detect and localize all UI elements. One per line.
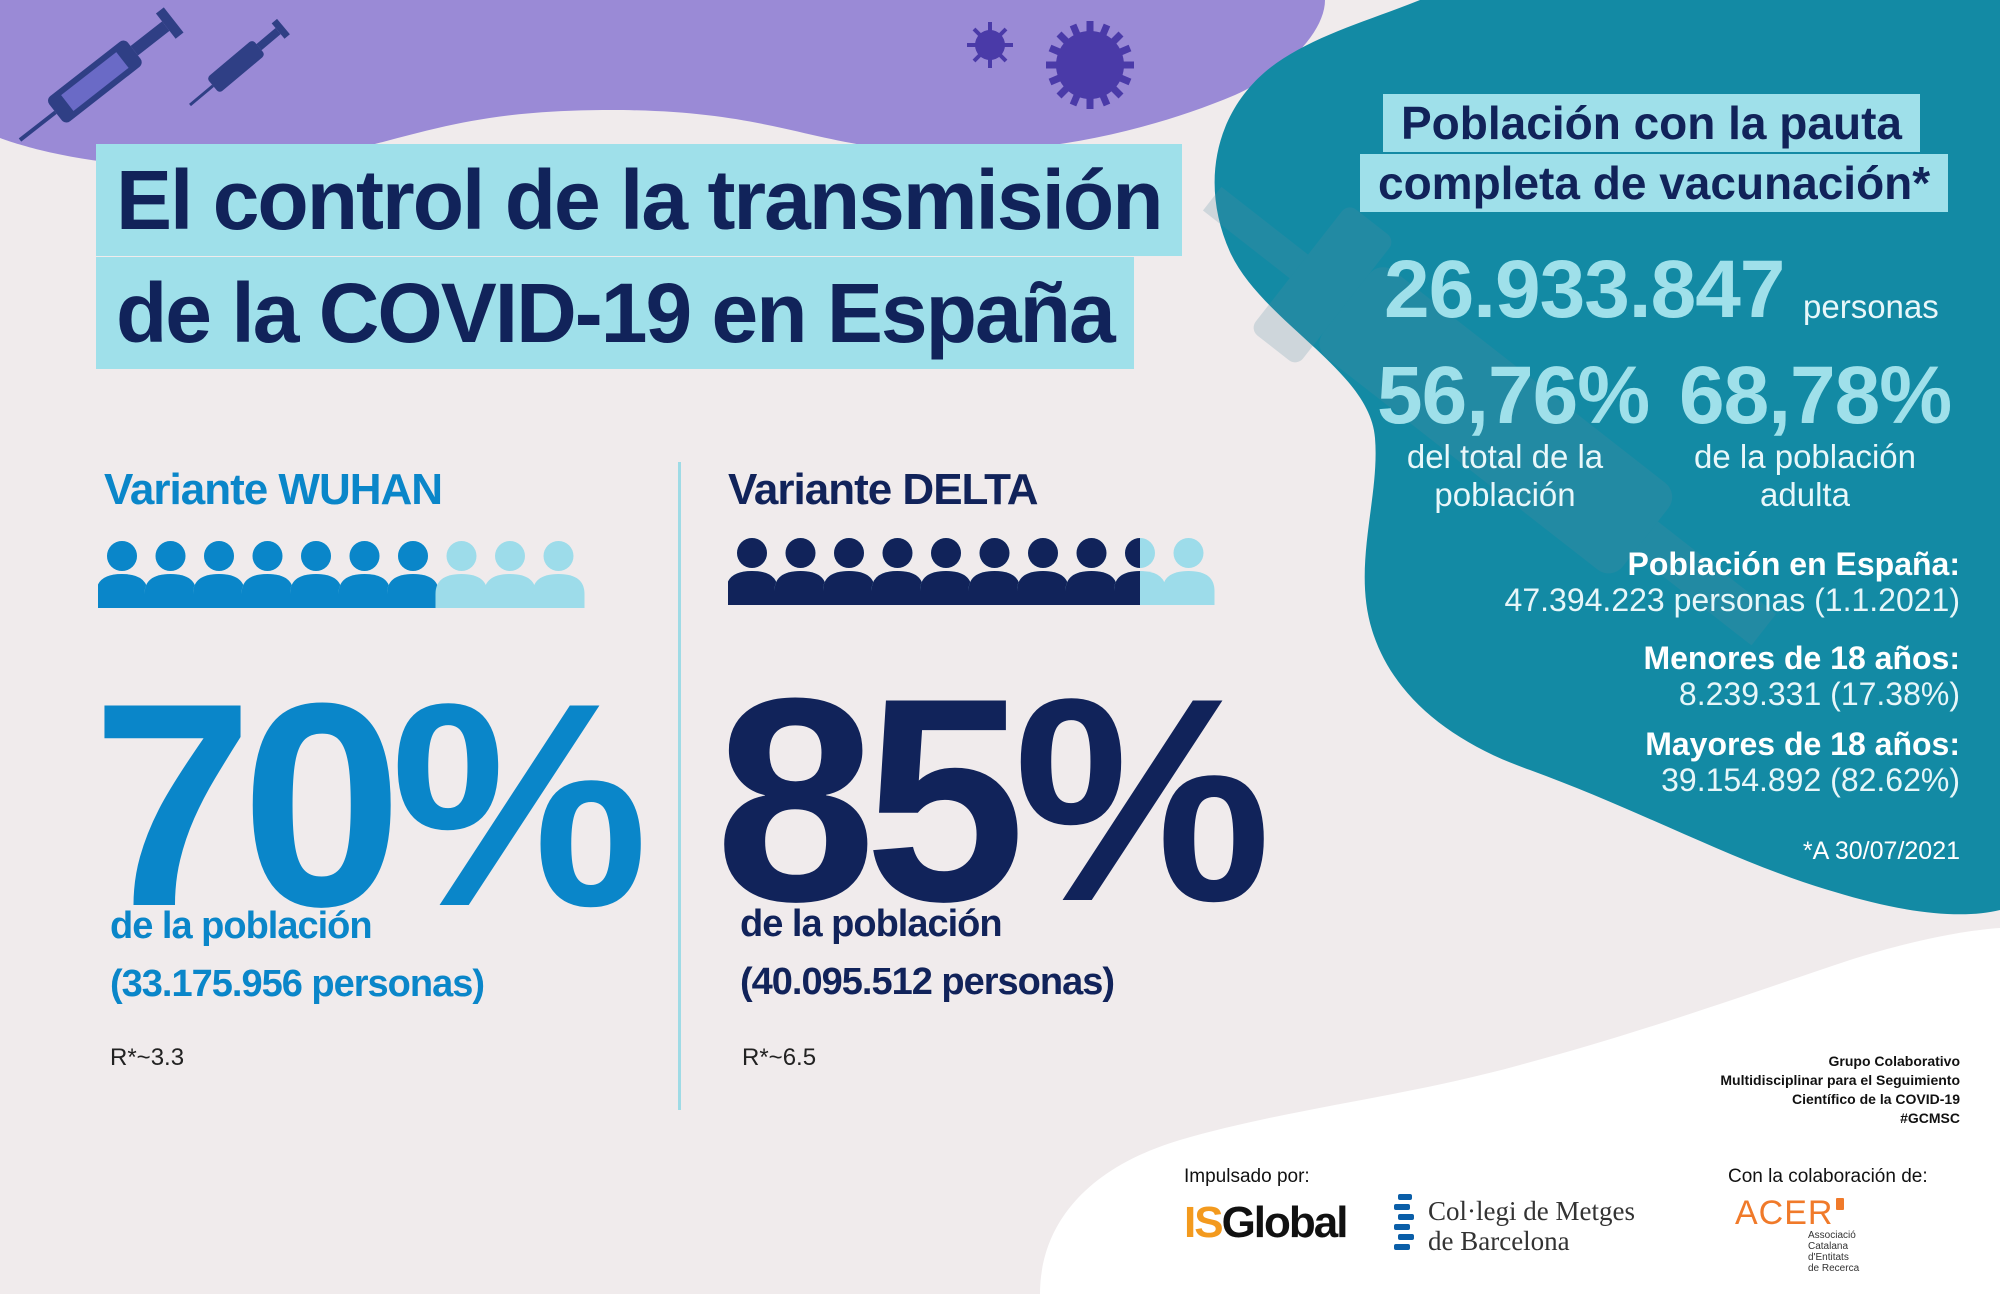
wuhan-people-pictogram	[98, 541, 585, 608]
delta-r-value: R*~6.5	[742, 1044, 817, 1071]
wuhan-person-icon	[241, 541, 294, 608]
wuhan-person-icon	[532, 541, 585, 608]
minors-label: Menores de 18 años:	[1643, 640, 1960, 676]
comb-logo-text: Col·legi de Metges de Barcelona	[1428, 1196, 1635, 1256]
virus-icon	[1046, 21, 1134, 109]
wuhan-pop-line-2: (33.175.956 personas)	[110, 963, 485, 1005]
vaccination-footnote: *A 30/07/2021	[1802, 837, 1960, 865]
title-line-1: El control de la transmisión	[96, 144, 1182, 256]
wuhan-person-icon	[338, 541, 391, 608]
minors-value: 8.239.331 (17.38%)	[1678, 676, 1960, 712]
delta-people-pictogram	[728, 538, 1215, 605]
wuhan-person-icon	[290, 541, 342, 608]
wuhan-person-icon	[484, 541, 536, 608]
wuhan-person-icon	[387, 541, 439, 608]
colaboracion-label: Con la colaboración de:	[1728, 1166, 1928, 1187]
syringe-watermark	[1202, 186, 1777, 646]
delta-person-icon	[968, 538, 1021, 605]
acer-mark-icon	[1836, 1198, 1845, 1210]
pct-adult-label: de la población adulta	[1693, 438, 1916, 513]
teal-blob	[1214, 0, 2000, 915]
syringe-icon	[18, 7, 184, 142]
adults-label: Mayores de 18 años:	[1645, 726, 1960, 762]
spain-pop-label: Población en España:	[1627, 546, 1960, 582]
delta-percent: 85%	[715, 638, 1271, 962]
wuhan-percent: 70%	[92, 643, 648, 967]
adults-value: 39.154.892 (82.62%)	[1661, 762, 1960, 798]
delta-person-icon	[823, 538, 875, 605]
delta-person-icon	[728, 538, 778, 605]
column-divider	[678, 462, 681, 1110]
pct-total: 56,76%	[1377, 350, 1650, 441]
wuhan-pop-line-1: de la población	[110, 905, 373, 947]
vaccinated-count: 26.933.847	[1384, 244, 1785, 335]
delta-person-icon	[1114, 538, 1166, 605]
virus-icon	[967, 22, 1013, 68]
wuhan-r-value: R*~3.3	[110, 1044, 185, 1071]
acer-subtitle: Associació Catalana d'Entitats de Recerc…	[1808, 1230, 1860, 1274]
wuhan-person-icon	[98, 541, 148, 608]
gcmsc-credit: Grupo Colaborativo Multidisciplinar para…	[1720, 1053, 1960, 1126]
comb-logo-icon	[1394, 1194, 1414, 1250]
vaccination-title-line-2: completa de vacunación*	[1360, 154, 1949, 212]
impulsado-label: Impulsado por:	[1184, 1166, 1310, 1187]
delta-person-icon	[774, 538, 827, 605]
delta-person-icon	[871, 538, 924, 605]
vaccinated-unit: personas	[1803, 288, 1939, 325]
delta-person-icon	[1017, 538, 1069, 605]
syringe-icon	[189, 18, 290, 107]
delta-person-icon	[1162, 538, 1215, 605]
spain-pop-value: 47.394.223 personas (1.1.2021)	[1504, 582, 1960, 618]
delta-person-icon	[920, 538, 972, 605]
delta-pop-line-1: de la población	[740, 903, 1003, 945]
wuhan-label: Variante WUHAN	[104, 465, 443, 514]
acer-logo: ACER	[1735, 1194, 1845, 1233]
vaccination-title-line-1: Población con la pauta	[1383, 94, 1920, 152]
delta-person-icon	[1065, 538, 1118, 605]
pct-total-label: del total de la población	[1406, 438, 1604, 513]
wuhan-person-icon	[435, 541, 488, 608]
pct-adult: 68,78%	[1679, 350, 1952, 441]
delta-label: Variante DELTA	[728, 465, 1039, 514]
title-line-2: de la COVID-19 en España	[96, 257, 1134, 369]
isglobal-logo: ISGlobal	[1184, 1198, 1348, 1247]
wuhan-person-icon	[193, 541, 245, 608]
wuhan-person-icon	[144, 541, 197, 608]
light-swoosh	[1040, 928, 2000, 1294]
delta-pop-line-2: (40.095.512 personas)	[740, 961, 1115, 1003]
